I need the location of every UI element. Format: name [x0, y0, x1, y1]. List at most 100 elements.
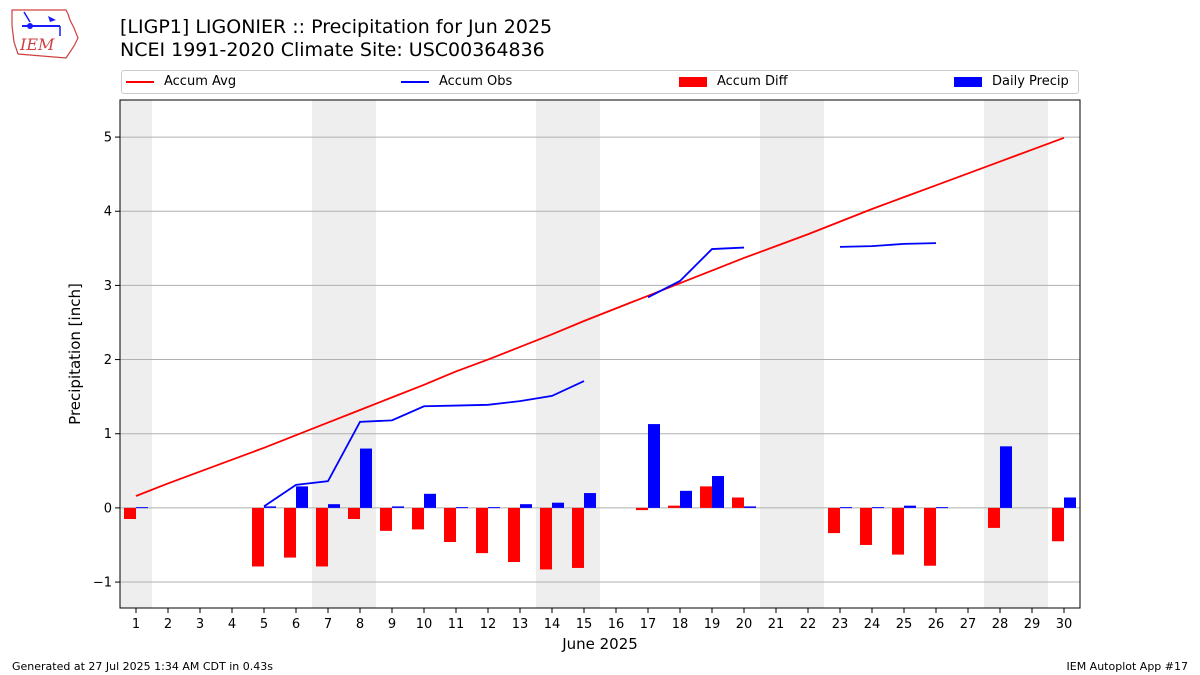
bar-daily-precip — [456, 507, 468, 509]
y-tick-label: 1 — [104, 427, 112, 442]
bar-accum-diff — [700, 486, 712, 508]
bar-accum-diff — [892, 507, 904, 555]
weekend-band — [984, 100, 1048, 608]
x-tick-label: 15 — [576, 617, 593, 632]
x-tick-label: 23 — [832, 617, 849, 632]
x-tick-label: 7 — [324, 617, 332, 632]
line-accum-avg — [135, 136, 1065, 497]
footer-app: IEM Autoplot App #17 — [1066, 660, 1189, 673]
bar-accum-diff — [636, 507, 648, 511]
x-tick-label: 18 — [672, 617, 689, 632]
legend-item-daily-precip: Daily Precip — [954, 74, 1069, 89]
bar-accum-diff — [412, 507, 424, 530]
bar-accum-diff — [924, 507, 936, 566]
x-tick-label: 8 — [356, 617, 364, 632]
footer-generated: Generated at 27 Jul 2025 1:34 AM CDT in … — [12, 660, 273, 673]
x-tick-label: 12 — [480, 617, 497, 632]
x-tick-label: 29 — [1024, 617, 1041, 632]
bar-daily-precip — [488, 507, 500, 509]
bar-accum-diff — [572, 507, 584, 568]
legend-label-accum-obs: Accum Obs — [439, 74, 513, 89]
x-tick-label: 10 — [416, 617, 433, 632]
x-tick-label: 27 — [960, 617, 977, 632]
bar-daily-precip — [648, 424, 660, 508]
legend-swatch-accum-avg — [126, 80, 154, 83]
bar-accum-diff — [860, 507, 872, 545]
bar-accum-diff — [732, 497, 744, 508]
bar-daily-precip — [872, 507, 884, 509]
x-tick-label: 3 — [196, 617, 204, 632]
bar-daily-precip — [264, 506, 276, 508]
bar-daily-precip — [552, 502, 564, 508]
y-tick-label: 4 — [104, 205, 112, 220]
x-tick-label: 6 — [292, 617, 300, 632]
y-tick-label: 0 — [104, 501, 112, 516]
legend-label-accum-diff: Accum Diff — [717, 74, 788, 89]
legend-swatch-daily-precip — [954, 76, 982, 87]
bar-accum-diff — [252, 507, 264, 567]
y-tick-label: 3 — [104, 279, 112, 294]
chart-title: [LIGP1] LIGONIER :: Precipitation for Ju… — [120, 16, 553, 38]
weekend-band — [760, 100, 824, 608]
legend-item-accum-diff: Accum Diff — [679, 74, 788, 89]
line-accum-obs — [839, 242, 937, 248]
bar-daily-precip — [392, 506, 404, 508]
bar-accum-diff — [316, 507, 328, 567]
legend-item-accum-obs: Accum Obs — [401, 74, 512, 89]
iem-logo: IEM — [11, 9, 79, 59]
bar-daily-precip — [904, 505, 916, 508]
legend: Accum Avg Accum Obs Accum Diff Daily Pre… — [121, 70, 1079, 94]
y-axis-label: Precipitation [inch] — [66, 283, 84, 425]
legend-swatch-accum-diff — [679, 76, 707, 87]
bar-daily-precip — [424, 493, 436, 508]
line-accum-obs — [647, 246, 745, 299]
chart-subtitle: NCEI 1991-2020 Climate Site: USC00364836 — [120, 39, 545, 61]
bar-accum-diff — [476, 507, 488, 554]
legend-swatch-accum-obs — [401, 80, 429, 83]
x-tick-label: 2 — [164, 617, 172, 632]
x-tick-label: 25 — [896, 617, 913, 632]
x-tick-label: 1 — [132, 617, 140, 632]
x-tick-label: 4 — [228, 617, 236, 632]
bar-accum-diff — [668, 505, 680, 508]
x-tick-label: 19 — [704, 617, 721, 632]
x-tick-label: 17 — [640, 617, 657, 632]
bar-daily-precip — [680, 490, 692, 508]
x-tick-label: 26 — [928, 617, 945, 632]
x-tick-label: 5 — [260, 617, 268, 632]
bar-accum-diff — [828, 507, 840, 534]
bar-daily-precip — [712, 475, 724, 508]
bar-daily-precip — [840, 507, 852, 509]
y-tick-label: 2 — [104, 353, 112, 368]
legend-item-accum-avg: Accum Avg — [126, 74, 236, 89]
x-axis-label: June 2025 — [561, 635, 638, 653]
y-tick-label: 5 — [104, 131, 112, 146]
x-tick-label: 14 — [544, 617, 561, 632]
x-tick-label: 16 — [608, 617, 625, 632]
bar-accum-diff — [540, 507, 552, 570]
bar-daily-precip — [584, 493, 596, 508]
axes-frame — [119, 99, 1081, 609]
x-tick-label: 13 — [512, 617, 529, 632]
bar-daily-precip — [296, 486, 308, 508]
x-tick-label: 9 — [388, 617, 396, 632]
logo-text: IEM — [19, 35, 55, 54]
x-tick-label: 21 — [768, 617, 785, 632]
bar-accum-diff — [348, 507, 360, 520]
x-tick-label: 20 — [736, 617, 753, 632]
bar-accum-diff — [508, 507, 520, 563]
x-tick-label: 28 — [992, 617, 1009, 632]
bar-daily-precip — [1000, 446, 1012, 508]
bar-accum-diff — [988, 507, 1000, 528]
legend-label-daily-precip: Daily Precip — [992, 74, 1069, 89]
bar-accum-diff — [444, 507, 456, 542]
bar-daily-precip — [360, 448, 372, 508]
bar-daily-precip — [520, 504, 532, 508]
y-tick-label: −1 — [93, 576, 112, 591]
bar-daily-precip — [936, 507, 948, 509]
x-tick-label: 24 — [864, 617, 881, 632]
weekend-band — [120, 100, 152, 608]
bar-daily-precip — [136, 507, 148, 509]
bar-daily-precip — [328, 504, 340, 508]
